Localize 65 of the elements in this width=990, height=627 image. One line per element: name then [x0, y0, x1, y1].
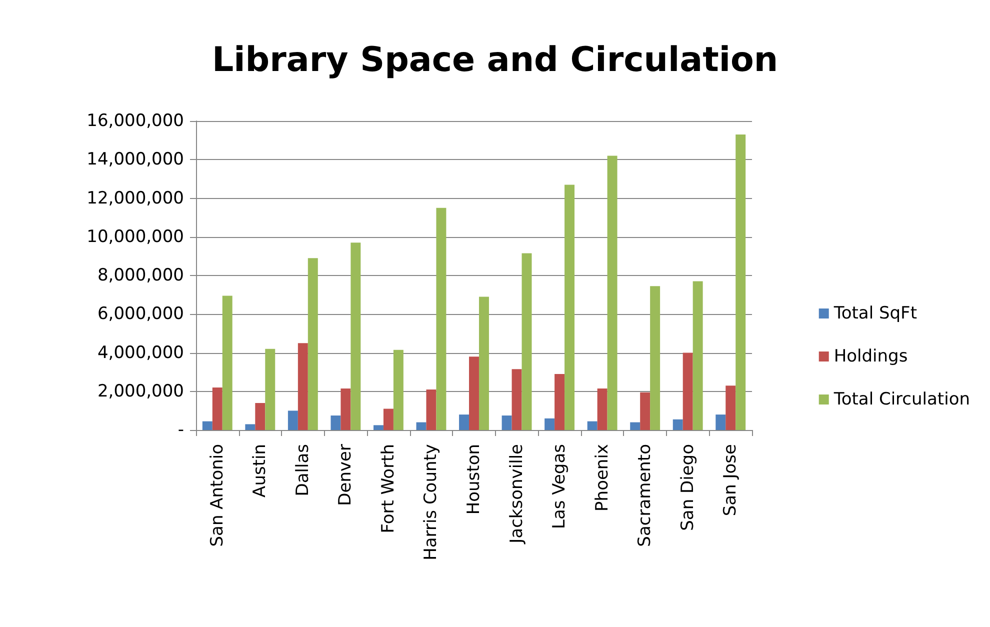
bar: [202, 421, 212, 430]
bar: [587, 421, 598, 430]
y-tick-label: -: [178, 420, 184, 440]
bar: [436, 208, 446, 430]
legend-label: Holdings: [834, 346, 908, 366]
y-tick-label: 10,000,000: [86, 226, 184, 247]
x-tick-label: Phoenix: [592, 444, 612, 512]
bar: [692, 281, 703, 430]
bar: [512, 369, 522, 430]
bar: [564, 184, 575, 430]
x-tick-label: San Diego: [678, 444, 698, 531]
bar: [502, 416, 512, 430]
bar: [716, 414, 726, 430]
bar: [330, 416, 341, 430]
bar: [597, 388, 608, 430]
bar: [544, 418, 555, 430]
y-tick-label: 12,000,000: [86, 188, 184, 208]
bar: [459, 414, 470, 430]
bar: [726, 386, 736, 430]
bar: [350, 242, 361, 430]
bar: [640, 392, 650, 430]
bar: [255, 402, 266, 430]
bar: [522, 253, 532, 430]
x-tick-label: Houston: [464, 444, 484, 515]
x-tick-label: Las Vegas: [550, 444, 570, 529]
bar: [478, 296, 489, 430]
bar: [630, 422, 640, 430]
x-tick-label: San Jose: [720, 444, 741, 516]
bar: [298, 343, 308, 430]
bar: [416, 422, 426, 430]
x-tick-label: Denver: [336, 444, 356, 506]
legend-label: Total SqFt: [832, 304, 918, 324]
bar: [426, 389, 436, 430]
y-tick-label: 14,000,000: [86, 150, 184, 170]
y-tick-label: 6,000,000: [97, 304, 184, 324]
y-tick-label: 16,000,000: [86, 111, 184, 131]
chart-title: Library Space and Circulation: [212, 40, 778, 80]
bar: [265, 348, 276, 430]
x-tick-label: San Antonio: [207, 444, 228, 547]
x-tick-label: Fort Worth: [378, 444, 398, 534]
bar: [373, 425, 384, 430]
bar: [650, 286, 660, 430]
bar: [340, 388, 351, 430]
legend-label: Total Circulation: [832, 390, 970, 410]
bar: [245, 424, 256, 430]
bar: [682, 352, 693, 430]
bar: [469, 356, 479, 430]
bar: [222, 296, 232, 430]
y-tick-label: 2,000,000: [97, 381, 184, 402]
bar: [393, 350, 404, 430]
bar: [554, 374, 565, 430]
y-tick-label: 8,000,000: [97, 266, 184, 286]
bar: [308, 258, 318, 430]
bar: [672, 419, 683, 430]
x-tick-label: Austin: [250, 444, 270, 498]
bar: [288, 410, 298, 430]
y-tick-label: 4,000,000: [97, 342, 184, 363]
bar: [383, 408, 394, 430]
x-tick-label: Sacramento: [635, 444, 656, 547]
x-tick-label: Dallas: [292, 444, 313, 496]
x-tick-label: Jacksonville: [506, 444, 527, 544]
bar: [607, 156, 618, 430]
x-tick-label: Harris County: [421, 444, 442, 560]
bar: [736, 134, 746, 430]
bar: [212, 388, 222, 430]
